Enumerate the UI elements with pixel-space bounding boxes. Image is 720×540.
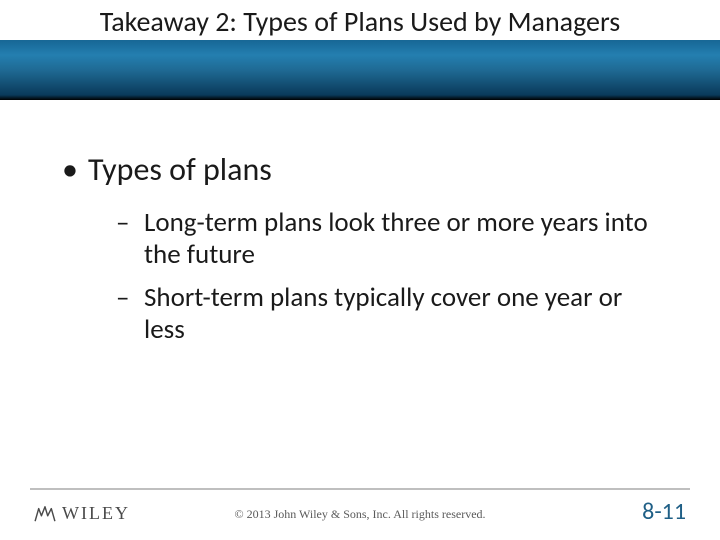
slide-footer: WILEY © 2013 John Wiley & Sons, Inc. All… [0,488,720,528]
bullet-level2: Short-term plans typically cover one yea… [60,282,660,347]
copyright-text: © 2013 John Wiley & Sons, Inc. All right… [0,507,720,522]
title-bar: Takeaway 2: Types of Plans Used by Manag… [0,0,720,100]
bullet-level2: Long-term plans look three or more years… [60,207,660,272]
page-number: 8-11 [642,497,686,526]
bullet-level1: Types of plans [60,150,660,189]
footer-divider [30,488,690,490]
slide-title: Takeaway 2: Types of Plans Used by Manag… [0,4,720,39]
slide-body: Types of plans Long-term plans look thre… [60,150,660,357]
